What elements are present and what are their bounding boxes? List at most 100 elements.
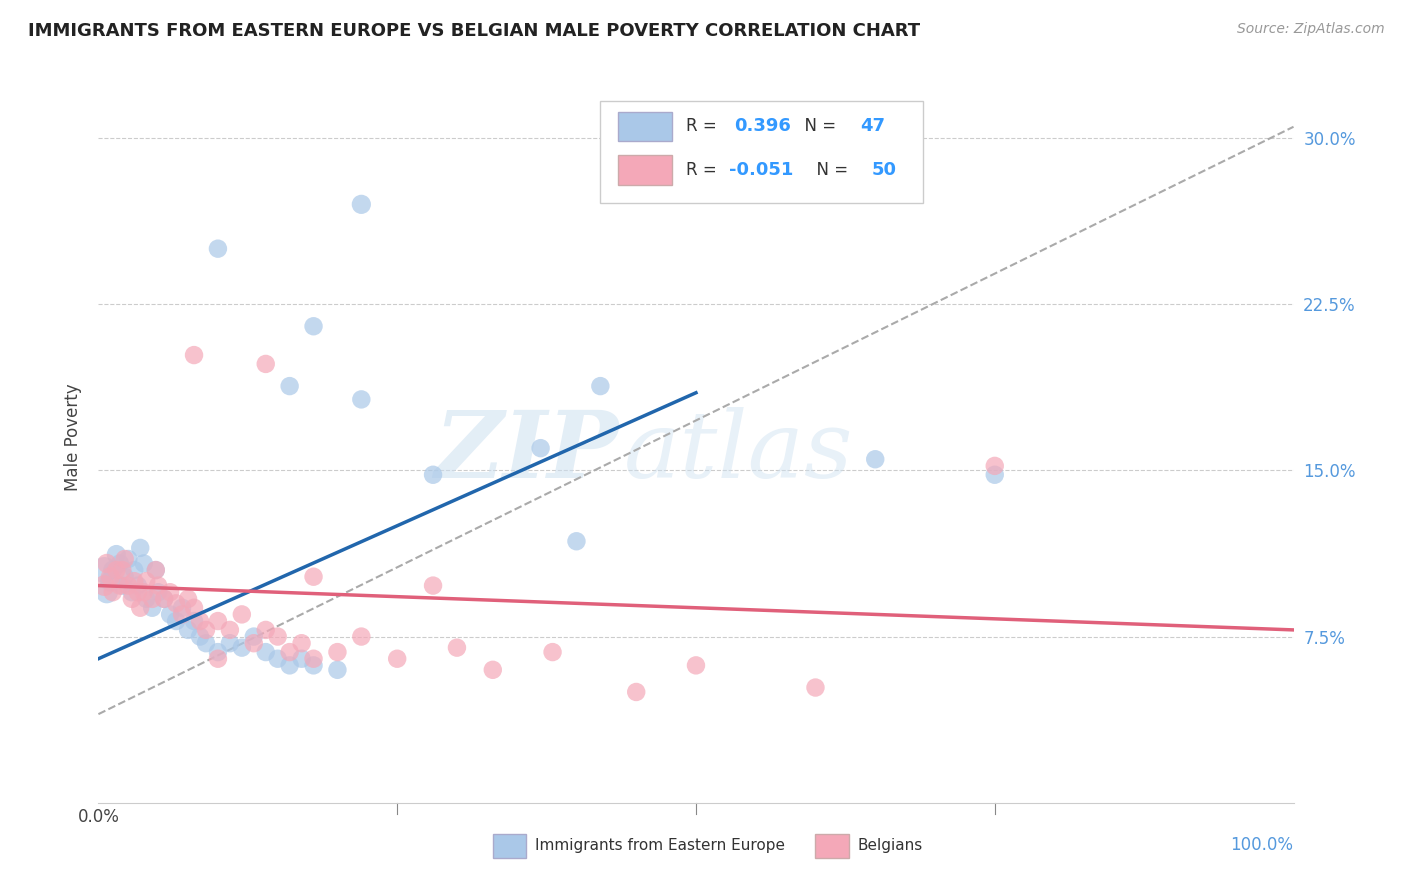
Text: Immigrants from Eastern Europe: Immigrants from Eastern Europe xyxy=(534,838,785,853)
Point xyxy=(183,600,205,615)
Point xyxy=(177,623,200,637)
Point xyxy=(589,379,612,393)
Point xyxy=(148,578,170,592)
Point xyxy=(127,585,149,599)
Point xyxy=(446,640,468,655)
Point xyxy=(93,563,115,577)
Point xyxy=(219,636,242,650)
Point xyxy=(207,242,229,256)
Point xyxy=(101,585,124,599)
Y-axis label: Male Poverty: Male Poverty xyxy=(65,384,83,491)
Point xyxy=(108,578,131,592)
Point xyxy=(111,563,134,577)
Text: R =: R = xyxy=(686,161,723,179)
Point xyxy=(422,578,444,592)
Point xyxy=(121,585,143,599)
Text: Source: ZipAtlas.com: Source: ZipAtlas.com xyxy=(1237,22,1385,37)
Point xyxy=(114,552,136,566)
Point xyxy=(422,467,444,482)
Point xyxy=(117,578,139,592)
Point xyxy=(804,681,827,695)
Point xyxy=(302,658,325,673)
Point xyxy=(148,585,170,599)
Point xyxy=(326,663,349,677)
Point xyxy=(117,552,139,566)
Text: IMMIGRANTS FROM EASTERN EUROPE VS BELGIAN MALE POVERTY CORRELATION CHART: IMMIGRANTS FROM EASTERN EUROPE VS BELGIA… xyxy=(28,22,921,40)
Point xyxy=(108,557,131,571)
Point xyxy=(254,645,277,659)
Point xyxy=(207,645,229,659)
Point xyxy=(350,197,373,211)
Text: R =: R = xyxy=(686,117,723,136)
Text: 50: 50 xyxy=(872,161,897,179)
Point xyxy=(132,585,155,599)
Point xyxy=(145,563,167,577)
Point xyxy=(153,591,176,606)
Bar xyxy=(494,833,526,858)
Point xyxy=(105,563,128,577)
Point xyxy=(481,663,505,677)
Bar xyxy=(619,112,672,141)
Point xyxy=(278,658,301,673)
Point xyxy=(98,570,122,584)
Point xyxy=(96,585,118,599)
Point xyxy=(302,651,325,665)
Point xyxy=(350,630,373,644)
Point xyxy=(243,630,266,644)
Point xyxy=(254,357,277,371)
Point xyxy=(135,591,157,606)
Text: N =: N = xyxy=(794,117,841,136)
Point xyxy=(326,645,349,659)
Point xyxy=(172,607,194,622)
Point xyxy=(172,600,194,615)
Point xyxy=(350,392,373,407)
Point xyxy=(195,623,218,637)
Point xyxy=(267,651,290,665)
Text: ZIP: ZIP xyxy=(434,407,619,497)
Point xyxy=(183,348,205,362)
Point xyxy=(124,563,146,577)
Point xyxy=(159,607,181,622)
Point xyxy=(129,600,152,615)
Point xyxy=(165,596,187,610)
Point xyxy=(114,570,136,584)
Point xyxy=(177,591,200,606)
Point xyxy=(626,685,648,699)
Point xyxy=(865,452,887,467)
Text: atlas: atlas xyxy=(624,407,853,497)
Point xyxy=(207,651,229,665)
Point xyxy=(93,578,115,592)
Point xyxy=(135,574,157,589)
Point xyxy=(219,623,242,637)
Point xyxy=(291,651,314,665)
Point xyxy=(127,578,149,592)
Point xyxy=(132,557,155,571)
Point xyxy=(188,614,211,628)
Bar xyxy=(815,833,849,858)
Point xyxy=(98,574,122,589)
Point xyxy=(302,319,325,334)
Text: 100.0%: 100.0% xyxy=(1230,836,1294,854)
Point xyxy=(291,636,314,650)
Point xyxy=(267,630,290,644)
Point xyxy=(207,614,229,628)
Text: 0.396: 0.396 xyxy=(734,117,792,136)
Point xyxy=(984,458,1007,473)
Point xyxy=(121,591,143,606)
Point xyxy=(385,651,409,665)
Point xyxy=(278,645,301,659)
Point xyxy=(129,541,152,555)
Point xyxy=(984,467,1007,482)
Text: 47: 47 xyxy=(859,117,884,136)
Point xyxy=(165,614,187,628)
Point xyxy=(141,600,163,615)
Point xyxy=(188,630,211,644)
Point xyxy=(124,574,146,589)
Point xyxy=(243,636,266,650)
Point xyxy=(111,578,134,592)
Point xyxy=(141,591,163,606)
Point xyxy=(195,636,218,650)
Point xyxy=(231,640,253,655)
Point xyxy=(101,563,124,577)
FancyBboxPatch shape xyxy=(600,101,922,203)
